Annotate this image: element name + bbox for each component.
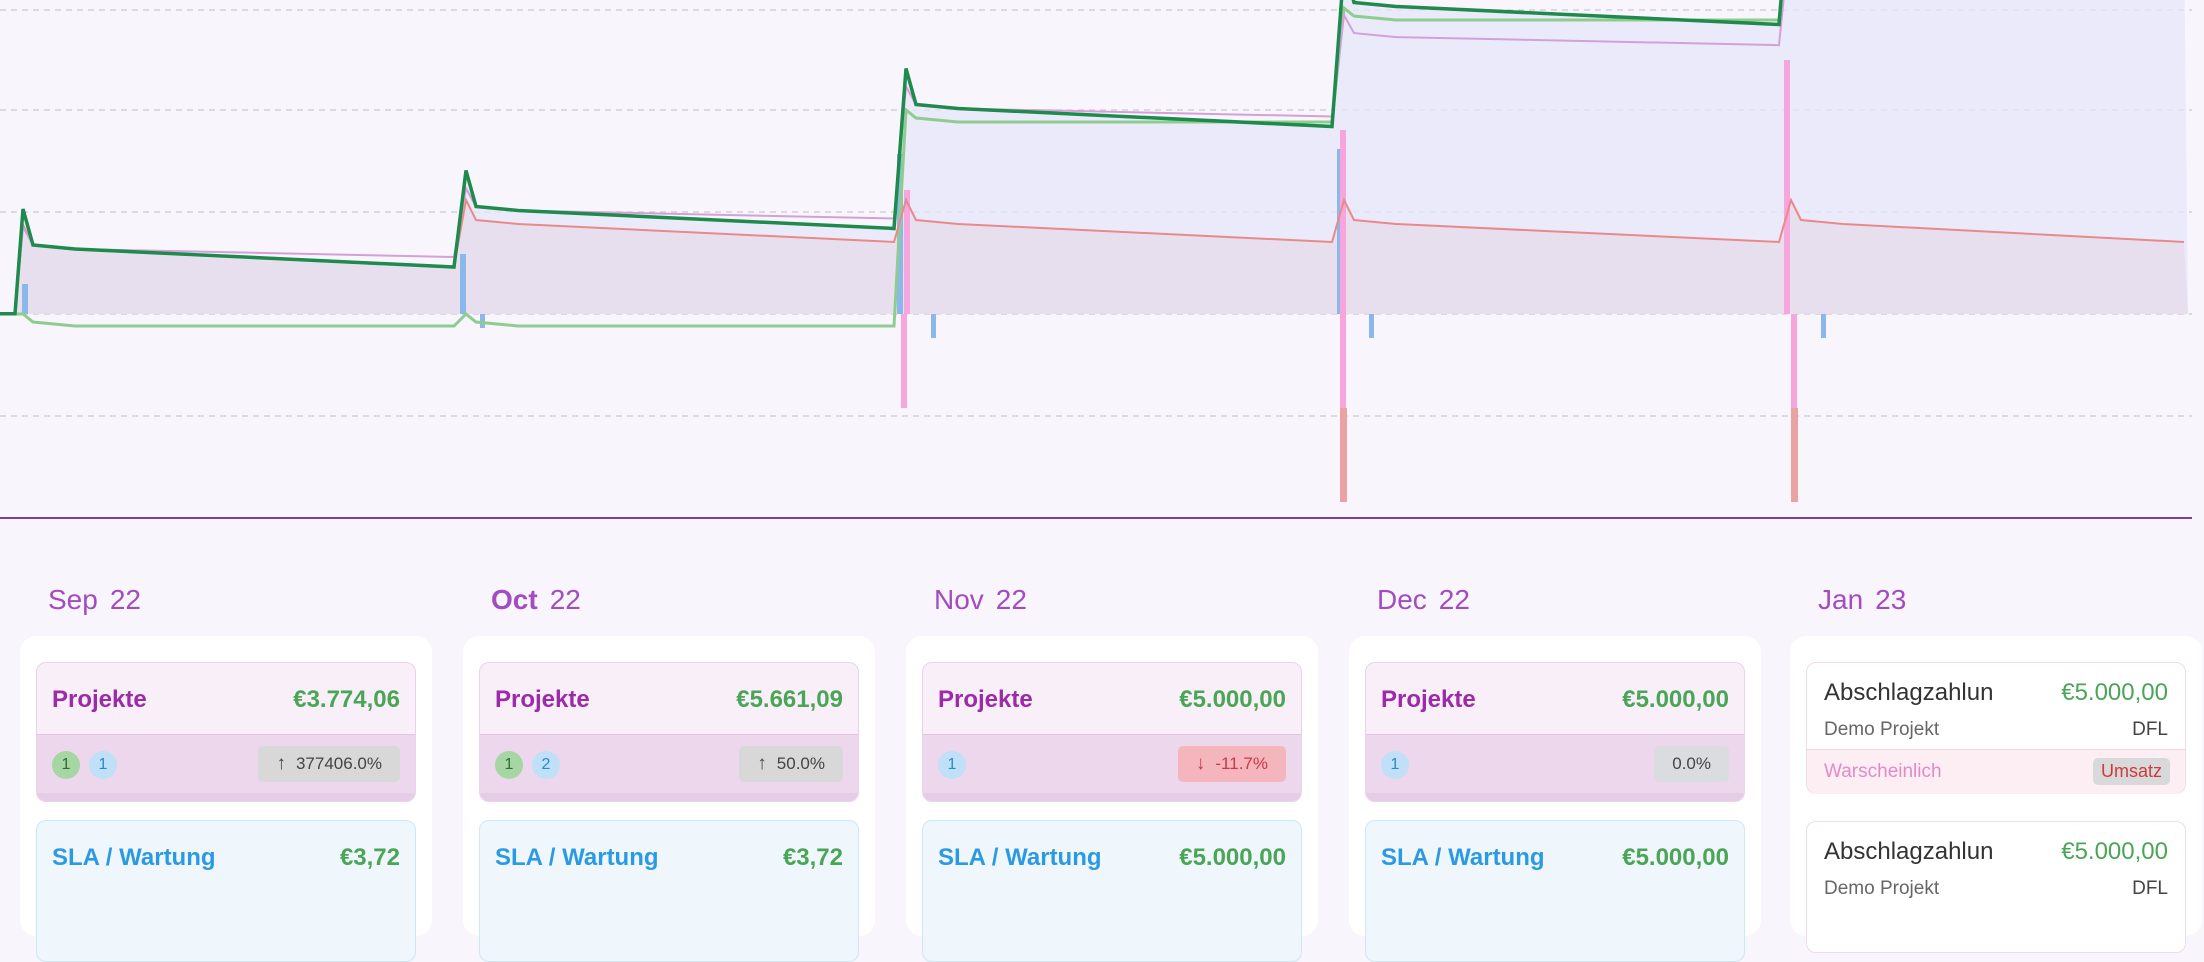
month-header: Sep 22: [48, 584, 141, 615]
bar: [22, 284, 28, 314]
projects-title: Projekte: [1381, 686, 1476, 713]
count-badge: 1: [89, 751, 117, 779]
chart-areas: [0, 0, 2188, 314]
invoice-amount: €5.000,00: [2061, 838, 2168, 865]
month-header: Dec 22: [1377, 584, 1470, 615]
month-column-sep: Sep 22 Projekte €3.774,06 1 1 ↑ 377406.0% SLA / …: [20, 568, 432, 962]
arrow-up-icon: ↑: [276, 753, 286, 774]
bar: [1784, 60, 1790, 314]
sla-amount: €3,72: [782, 844, 843, 871]
sla-amount: €5.000,00: [1622, 844, 1729, 871]
revenue-tag: Umsatz: [2092, 758, 2170, 785]
projects-summary: 1 0.0%: [1366, 734, 1744, 793]
month-column-nov: Nov 22 Projekte €5.000,00 1 ↓ -11.7% SLA / Wart…: [906, 568, 1318, 962]
arrow-up-icon: ↑: [757, 753, 767, 774]
month-header: Jan 23: [1818, 584, 1907, 615]
bar: [1340, 314, 1346, 408]
invoice-card[interactable]: Abschlagzahlun €5.000,00 Demo Projekt DF…: [1806, 821, 2186, 953]
projects-amount: €3.774,06: [293, 686, 400, 713]
bar: [931, 314, 936, 338]
projects-summary: 1 ↓ -11.7%: [923, 734, 1301, 793]
bar: [1340, 408, 1347, 502]
bar: [904, 190, 910, 314]
month-panel: Projekte €5.661,09 1 2 ↑ 50.0% SLA / Wartung €3…: [463, 636, 875, 962]
sla-amount: €3,72: [339, 844, 400, 871]
projects-card[interactable]: Projekte €5.000,00 1 0.0%: [1365, 662, 1745, 802]
count-badge: 1: [1381, 751, 1409, 779]
sla-card[interactable]: SLA / Wartung €3,72: [36, 820, 416, 962]
projects-area: [0, 200, 2188, 314]
bar: [901, 314, 907, 408]
arrow-down-icon: ↓: [1195, 753, 1206, 774]
projects-summary: 1 2 ↑ 50.0%: [480, 734, 858, 793]
month-panel: Projekte €5.000,00 1 0.0% SLA / Wartung €5.00…: [1349, 636, 1761, 962]
projects-card[interactable]: Projekte €5.661,09 1 2 ↑ 50.0%: [479, 662, 859, 802]
projects-amount: €5.661,09: [736, 686, 843, 713]
revenue-chart: [0, 0, 2192, 519]
sla-title: SLA / Wartung: [52, 844, 216, 871]
projects-amount: €5.000,00: [1179, 686, 1286, 713]
invoice-title: Abschlagzahlun: [1824, 679, 1994, 706]
change-badge: 0.0%: [1654, 746, 1729, 782]
count-badge: 1: [52, 751, 80, 779]
chart-lines: [0, 0, 2185, 328]
change-badge: ↑ 377406.0%: [258, 746, 400, 782]
bar: [1791, 314, 1797, 408]
sla-amount: €5.000,00: [1179, 844, 1286, 871]
month-column-oct: Oct 22 Projekte €5.661,09 1 2 ↑ 50.0% SLA / Wart…: [463, 568, 875, 962]
month-column-dec: Dec 22 Projekte €5.000,00 1 0.0% SLA / Wartung…: [1349, 568, 1761, 962]
month-header: Oct 22: [491, 584, 581, 615]
month-panel: Projekte €5.000,00 1 ↓ -11.7% SLA / Wartung €5…: [906, 636, 1318, 962]
invoice-title: Abschlagzahlun: [1824, 838, 1994, 865]
projects-title: Projekte: [52, 686, 147, 713]
sla-card[interactable]: SLA / Wartung €3,72: [479, 820, 859, 962]
sla-line: [0, 0, 1783, 328]
sla-title: SLA / Wartung: [938, 844, 1102, 871]
invoice-card[interactable]: Abschlagzahlun €5.000,00 Demo Projekt DF…: [1806, 662, 2186, 794]
month-panel: Abschlagzahlun €5.000,00 Demo Projekt DF…: [1790, 636, 2202, 953]
invoice-code: DFL: [2132, 878, 2168, 899]
month-panel: Projekte €3.774,06 1 1 ↑ 377406.0% SLA / Wartu…: [20, 636, 432, 962]
sla-card[interactable]: SLA / Wartung €5.000,00: [1365, 820, 1745, 962]
bar: [1821, 314, 1826, 338]
invoice-status-band: Warscheinlich Umsatz: [1807, 749, 2185, 794]
change-badge: ↑ 50.0%: [739, 746, 843, 782]
change-badge: ↓ -11.7%: [1177, 746, 1286, 782]
projects-card[interactable]: Projekte €3.774,06 1 1 ↑ 377406.0%: [36, 662, 416, 802]
bar: [1340, 130, 1346, 314]
total-line: [0, 0, 1783, 316]
projects-title: Projekte: [938, 686, 1033, 713]
count-badge: 1: [495, 751, 523, 779]
sla-card[interactable]: SLA / Wartung €5.000,00: [922, 820, 1302, 962]
invoice-code: DFL: [2132, 719, 2168, 740]
count-badge: 2: [532, 751, 560, 779]
bar: [1791, 408, 1798, 502]
bar: [460, 254, 466, 314]
sla-title: SLA / Wartung: [495, 844, 659, 871]
projects-amount: €5.000,00: [1622, 686, 1729, 713]
invoice-project: Demo Projekt: [1824, 878, 1940, 899]
month-header: Nov 22: [934, 584, 1027, 615]
projects-title: Projekte: [495, 686, 590, 713]
probability-label: Warscheinlich: [1824, 761, 1942, 782]
invoice-amount: €5.000,00: [2061, 679, 2168, 706]
bar: [480, 314, 485, 328]
invoice-project: Demo Projekt: [1824, 719, 1940, 740]
count-badge: 1: [938, 751, 966, 779]
sla-title: SLA / Wartung: [1381, 844, 1545, 871]
projects-card[interactable]: Projekte €5.000,00 1 ↓ -11.7%: [922, 662, 1302, 802]
month-column-jan: Jan 23 Abschlagzahlun €5.000,00 Demo Proj…: [1790, 568, 2202, 953]
projects-summary: 1 1 ↑ 377406.0%: [37, 734, 415, 793]
bar: [1369, 314, 1374, 338]
